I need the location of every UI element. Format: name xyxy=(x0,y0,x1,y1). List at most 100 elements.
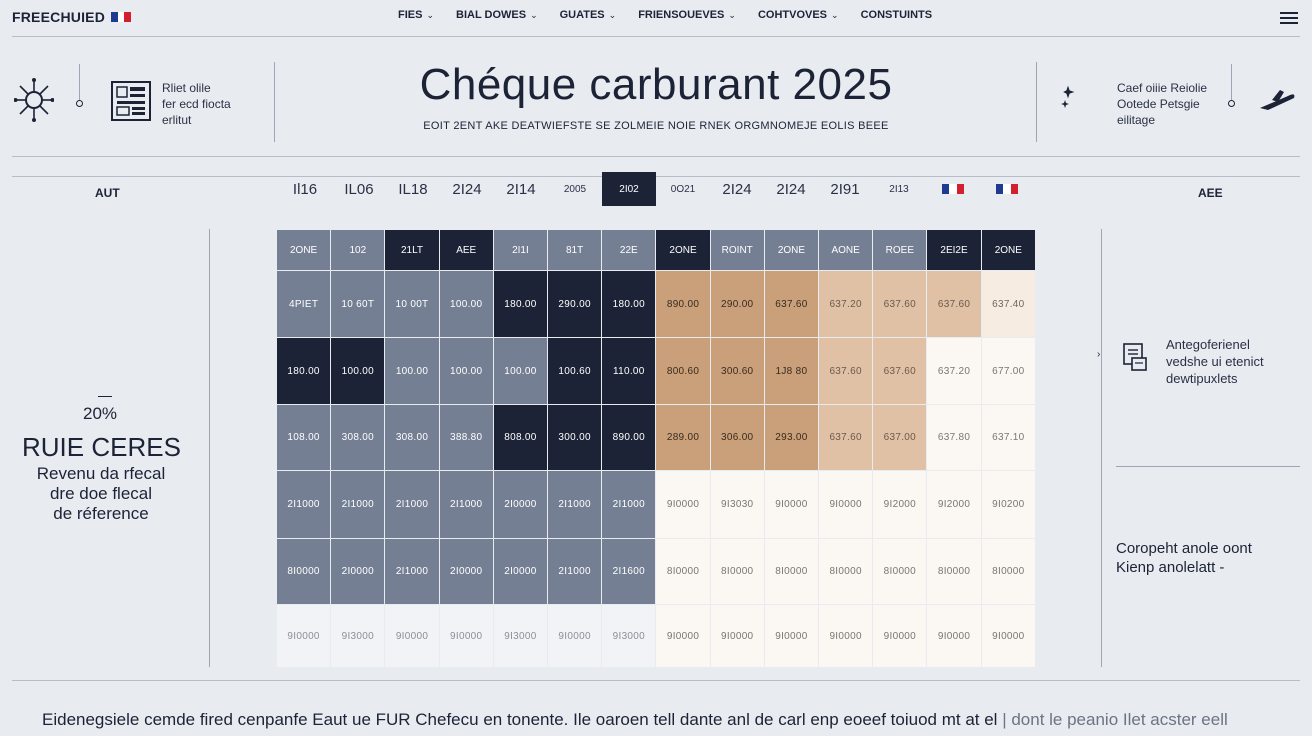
grid-column-header[interactable]: 2ONE xyxy=(763,229,820,271)
grid-cell[interactable]: 800.60 xyxy=(655,337,711,405)
year-tab[interactable]: 2I24 xyxy=(452,180,482,198)
grid-cell[interactable]: 110.00 xyxy=(601,337,657,405)
grid-column-header[interactable]: 2I1I xyxy=(492,229,549,271)
grid-cell[interactable]: 2I1000 xyxy=(384,538,440,605)
grid-cell[interactable]: 2I0000 xyxy=(438,538,494,605)
nav-item-fies[interactable]: FIES ⌄ xyxy=(398,9,434,21)
grid-column-header[interactable]: 2ONE xyxy=(275,229,332,271)
grid-cell[interactable]: 9I3000 xyxy=(492,604,549,668)
year-tab[interactable]: 2I24 xyxy=(722,180,752,198)
grid-cell[interactable]: 637.60 xyxy=(926,270,982,338)
year-tab[interactable]: Il16 xyxy=(292,180,318,198)
grid-cell[interactable]: 289.00 xyxy=(655,404,711,471)
grid-cell[interactable]: 2I1000 xyxy=(438,470,494,539)
grid-cell[interactable]: 2I0000 xyxy=(330,538,386,605)
grid-cell[interactable]: 8I0000 xyxy=(926,538,982,605)
grid-cell[interactable]: 8I0000 xyxy=(275,538,332,605)
grid-cell[interactable]: 180.00 xyxy=(492,270,549,338)
grid-cell[interactable]: 9I0000 xyxy=(547,604,603,668)
grid-cell[interactable]: 9I0000 xyxy=(872,604,928,668)
grid-cell[interactable]: 2I0000 xyxy=(492,538,549,605)
grid-cell[interactable]: 180.00 xyxy=(601,270,657,338)
grid-column-header[interactable]: 2ONE xyxy=(655,229,711,271)
grid-cell[interactable]: 9I0000 xyxy=(980,604,1037,668)
grid-cell[interactable]: 9I0000 xyxy=(818,470,874,539)
grid-cell[interactable]: 808.00 xyxy=(492,404,549,471)
grid-cell[interactable]: 9I0200 xyxy=(980,470,1037,539)
grid-cell[interactable]: 9I0000 xyxy=(655,604,711,668)
year-tab[interactable]: 2005 xyxy=(563,183,587,195)
nav-item-constuints[interactable]: CONSTUINTS xyxy=(860,9,933,21)
flag-tab[interactable] xyxy=(926,172,980,206)
grid-cell[interactable]: 2I1000 xyxy=(547,538,603,605)
year-tab-active[interactable]: 2I02 xyxy=(602,172,656,206)
grid-cell[interactable]: 677.00 xyxy=(980,337,1037,405)
nav-item-guates[interactable]: GUATES ⌄ xyxy=(559,9,617,21)
grid-column-header[interactable]: AEE xyxy=(438,229,494,271)
grid-cell[interactable]: 308.00 xyxy=(384,404,440,471)
grid-column-header[interactable]: 2ONE xyxy=(980,229,1037,271)
grid-cell[interactable]: 637.60 xyxy=(763,270,820,338)
brand-logo[interactable]: FREECHUIED xyxy=(12,9,132,25)
grid-column-header[interactable]: 21LT xyxy=(384,229,440,271)
grid-cell[interactable]: 108.00 xyxy=(275,404,332,471)
grid-cell[interactable]: 290.00 xyxy=(709,270,765,338)
year-tab[interactable]: 0O21 xyxy=(670,183,696,195)
grid-cell[interactable]: 8I0000 xyxy=(655,538,711,605)
grid-cell[interactable]: 637.20 xyxy=(926,337,982,405)
grid-cell[interactable]: 388.80 xyxy=(438,404,494,471)
grid-cell[interactable]: 637.60 xyxy=(818,404,874,471)
grid-cell[interactable]: 8I0000 xyxy=(763,538,820,605)
grid-cell[interactable]: 637.00 xyxy=(872,404,928,471)
nav-item-cohtvoves[interactable]: COHTVOVES ⌄ xyxy=(757,9,839,21)
grid-cell[interactable]: 9I3000 xyxy=(330,604,386,668)
grid-cell[interactable]: 637.60 xyxy=(818,337,874,405)
grid-cell[interactable]: 100.00 xyxy=(438,337,494,405)
grid-cell[interactable]: 8I0000 xyxy=(872,538,928,605)
grid-cell[interactable]: 2I1000 xyxy=(547,470,603,539)
grid-cell[interactable]: 300.00 xyxy=(547,404,603,471)
grid-cell[interactable]: 2I1600 xyxy=(601,538,657,605)
year-tab[interactable]: IL18 xyxy=(398,180,428,198)
grid-cell[interactable]: 100.00 xyxy=(384,337,440,405)
grid-cell[interactable]: 637.20 xyxy=(818,270,874,338)
grid-cell[interactable]: 637.40 xyxy=(980,270,1037,338)
grid-cell[interactable]: 9I3000 xyxy=(601,604,657,668)
flag-tab[interactable] xyxy=(980,172,1034,206)
year-tab[interactable]: 2I13 xyxy=(889,183,909,195)
year-tab[interactable]: IL06 xyxy=(344,180,374,198)
grid-cell[interactable]: 2I1000 xyxy=(384,470,440,539)
grid-cell[interactable]: 8I0000 xyxy=(980,538,1037,605)
grid-cell[interactable]: 890.00 xyxy=(655,270,711,338)
grid-cell[interactable]: 637.60 xyxy=(872,337,928,405)
grid-cell[interactable]: 300.60 xyxy=(709,337,765,405)
grid-cell[interactable]: 890.00 xyxy=(601,404,657,471)
grid-cell[interactable]: 293.00 xyxy=(763,404,820,471)
grid-column-header[interactable]: 22E xyxy=(601,229,657,271)
year-tab[interactable]: 2I14 xyxy=(506,180,536,198)
grid-cell[interactable]: 100.00 xyxy=(492,337,549,405)
grid-cell[interactable]: 9I2000 xyxy=(872,470,928,539)
grid-cell[interactable]: 9I0000 xyxy=(763,604,820,668)
grid-column-header[interactable]: ROINT xyxy=(709,229,765,271)
grid-cell[interactable]: 637.60 xyxy=(872,270,928,338)
grid-cell[interactable]: 100.00 xyxy=(438,270,494,338)
grid-cell[interactable]: 180.00 xyxy=(275,337,332,405)
grid-cell[interactable]: 9I3030 xyxy=(709,470,765,539)
nav-item-friensoueves[interactable]: FRIENSOUEVES ⌄ xyxy=(638,9,736,21)
grid-column-header[interactable]: 81T xyxy=(547,229,603,271)
grid-column-header[interactable]: 102 xyxy=(330,229,386,271)
grid-cell[interactable]: 9I0000 xyxy=(438,604,494,668)
grid-cell[interactable]: 8I0000 xyxy=(818,538,874,605)
grid-cell[interactable]: 8I0000 xyxy=(709,538,765,605)
grid-cell[interactable]: 4PIET xyxy=(275,270,332,338)
nav-item-bial-dowes[interactable]: BIAL DOWES ⌄ xyxy=(456,9,538,21)
grid-cell[interactable]: 9I0000 xyxy=(709,604,765,668)
grid-cell[interactable]: 100.60 xyxy=(547,337,603,405)
grid-cell[interactable]: 10 60T xyxy=(330,270,386,338)
year-tab[interactable]: 2I24 xyxy=(776,180,806,198)
grid-cell[interactable]: 290.00 xyxy=(547,270,603,338)
grid-cell[interactable]: 9I0000 xyxy=(763,470,820,539)
grid-cell[interactable]: 306.00 xyxy=(709,404,765,471)
grid-cell[interactable]: 1J8 80 xyxy=(763,337,820,405)
